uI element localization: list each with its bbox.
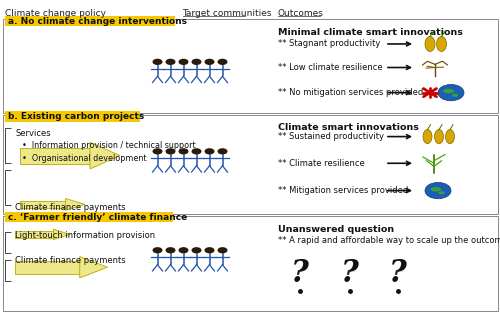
Circle shape	[178, 148, 188, 154]
Circle shape	[166, 148, 175, 154]
Circle shape	[166, 247, 175, 253]
Text: c. ‘Farmer friendly’ climate finance: c. ‘Farmer friendly’ climate finance	[8, 213, 187, 222]
Bar	[15, 231, 54, 237]
Text: ?: ?	[388, 258, 406, 289]
Circle shape	[204, 247, 214, 253]
Ellipse shape	[438, 191, 444, 194]
Ellipse shape	[423, 129, 432, 144]
Text: •  Organisational development: • Organisational development	[22, 154, 147, 163]
Bar	[2, 115, 498, 214]
Bar	[2, 19, 498, 113]
Text: Climate finance payments: Climate finance payments	[15, 203, 126, 213]
Circle shape	[178, 247, 188, 253]
Ellipse shape	[446, 129, 454, 144]
Circle shape	[218, 59, 228, 65]
Ellipse shape	[436, 36, 446, 51]
Text: Climate finance payments: Climate finance payments	[15, 256, 126, 265]
Text: ** Climate resilience: ** Climate resilience	[278, 159, 364, 168]
Circle shape	[152, 247, 162, 253]
Bar	[20, 201, 66, 208]
Circle shape	[192, 247, 202, 253]
Circle shape	[192, 148, 202, 154]
Circle shape	[438, 84, 464, 101]
Bar	[2, 216, 498, 311]
Polygon shape	[80, 257, 108, 278]
Text: Outcomes: Outcomes	[278, 9, 324, 18]
Circle shape	[204, 148, 214, 154]
Ellipse shape	[434, 129, 444, 144]
Bar	[15, 261, 80, 273]
Circle shape	[166, 59, 175, 65]
Polygon shape	[90, 142, 120, 169]
Circle shape	[152, 148, 162, 154]
Text: a. No climate change interventions: a. No climate change interventions	[8, 17, 186, 26]
Circle shape	[218, 148, 228, 154]
Text: Unanswered question: Unanswered question	[278, 225, 394, 234]
Ellipse shape	[452, 94, 458, 97]
Text: ** Stagnant productivity: ** Stagnant productivity	[278, 40, 380, 48]
Bar	[5, 212, 172, 222]
Bar	[20, 148, 90, 164]
Polygon shape	[66, 198, 85, 210]
Ellipse shape	[443, 89, 454, 93]
Bar	[5, 16, 175, 26]
Text: ?: ?	[341, 258, 359, 289]
Circle shape	[425, 182, 451, 199]
Text: Climate smart innovations: Climate smart innovations	[278, 123, 418, 132]
Ellipse shape	[425, 36, 435, 51]
Text: Light-touch information provision: Light-touch information provision	[15, 231, 155, 240]
Text: Minimal climate smart innovations: Minimal climate smart innovations	[278, 28, 462, 37]
Text: Services: Services	[15, 129, 51, 138]
Text: ** Sustained productivity: ** Sustained productivity	[278, 132, 384, 141]
Bar	[5, 111, 140, 122]
Text: •  Information provision / technical support: • Information provision / technical supp…	[22, 141, 196, 150]
Ellipse shape	[430, 187, 442, 192]
Polygon shape	[54, 229, 70, 240]
Text: ?: ?	[291, 258, 309, 289]
Circle shape	[178, 59, 188, 65]
Circle shape	[152, 59, 162, 65]
Text: b. Existing carbon projects: b. Existing carbon projects	[8, 112, 144, 121]
Text: ** No mitigation services provided: ** No mitigation services provided	[278, 88, 423, 97]
Circle shape	[192, 59, 202, 65]
Text: ** A rapid and affordable way to scale up the outcomes cited in (b)?: ** A rapid and affordable way to scale u…	[278, 236, 500, 245]
Text: Climate change policy: Climate change policy	[5, 9, 106, 18]
Text: ** Mitigation services provided: ** Mitigation services provided	[278, 186, 408, 195]
Text: ** Low climate resilience: ** Low climate resilience	[278, 63, 382, 72]
Circle shape	[218, 247, 228, 253]
Circle shape	[204, 59, 214, 65]
Text: Target communities: Target communities	[182, 9, 272, 18]
